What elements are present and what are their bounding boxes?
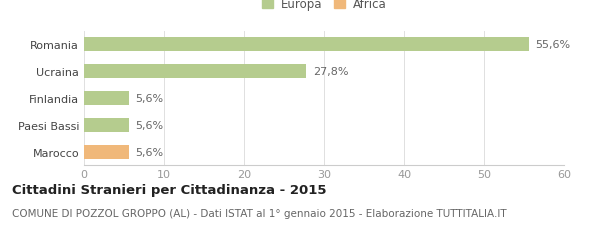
- Bar: [84, 118, 129, 132]
- Text: 5,6%: 5,6%: [135, 147, 163, 157]
- Text: 55,6%: 55,6%: [535, 40, 571, 50]
- Bar: [84, 38, 529, 52]
- Text: 5,6%: 5,6%: [135, 120, 163, 130]
- Legend: Europa, Africa: Europa, Africa: [257, 0, 391, 16]
- Text: COMUNE DI POZZOL GROPPO (AL) - Dati ISTAT al 1° gennaio 2015 - Elaborazione TUTT: COMUNE DI POZZOL GROPPO (AL) - Dati ISTA…: [12, 208, 506, 218]
- Text: Cittadini Stranieri per Cittadinanza - 2015: Cittadini Stranieri per Cittadinanza - 2…: [12, 183, 326, 196]
- Bar: [84, 145, 129, 159]
- Text: 5,6%: 5,6%: [135, 93, 163, 104]
- Text: 27,8%: 27,8%: [313, 67, 348, 77]
- Bar: [84, 92, 129, 105]
- Bar: [84, 65, 307, 79]
